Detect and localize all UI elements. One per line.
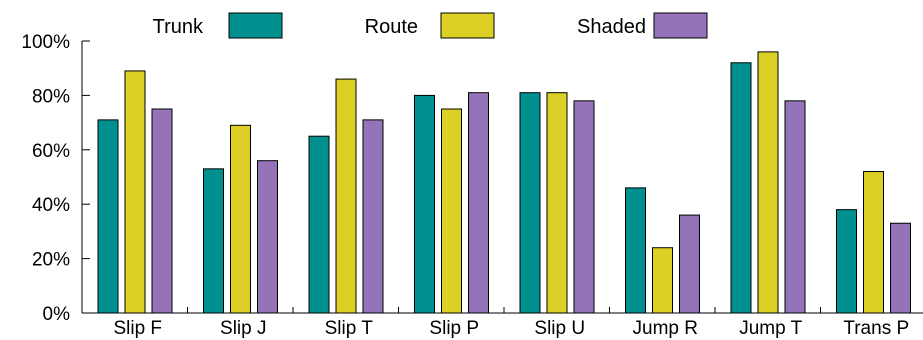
y-tick-label: 80% bbox=[32, 86, 70, 107]
bar-shaded bbox=[573, 100, 595, 314]
bar-trunk bbox=[836, 209, 857, 314]
legend: Trunk Route Shaded bbox=[153, 12, 708, 39]
bar-route bbox=[652, 247, 673, 314]
legend-label: Route bbox=[365, 16, 418, 38]
bar-shaded bbox=[257, 160, 278, 314]
legend-swatch-route bbox=[440, 12, 495, 39]
bar-shaded bbox=[890, 222, 911, 314]
bar-route bbox=[546, 92, 568, 314]
bar-route bbox=[124, 70, 146, 314]
bar-shaded bbox=[679, 214, 700, 314]
legend-swatch-shaded bbox=[653, 12, 708, 39]
legend-label: Shaded bbox=[577, 16, 646, 38]
x-tick-label: Slip J bbox=[220, 318, 266, 339]
x-tick-label: Jump R bbox=[633, 318, 698, 339]
y-tick-label: 40% bbox=[32, 195, 70, 216]
bar-route bbox=[863, 171, 884, 314]
bar-trunk bbox=[625, 187, 646, 314]
bar-trunk bbox=[414, 94, 435, 314]
bars-group bbox=[97, 51, 911, 314]
x-tick-label: Slip P bbox=[429, 318, 479, 339]
x-tick-label: Jump T bbox=[739, 318, 802, 339]
bar-route bbox=[757, 51, 779, 314]
x-tick-label: Slip T bbox=[325, 318, 374, 339]
bar-route bbox=[335, 78, 357, 314]
bar-route bbox=[230, 124, 251, 314]
bar-shaded bbox=[362, 119, 384, 314]
x-axis: Slip F Slip J Slip T Slip P Slip U Jump R Jump… bbox=[82, 307, 923, 339]
legend-swatch-trunk bbox=[228, 12, 283, 39]
bar-trunk bbox=[519, 92, 541, 314]
bar-shaded bbox=[784, 100, 806, 314]
bar-trunk bbox=[730, 62, 752, 314]
legend-label: Trunk bbox=[153, 16, 204, 38]
bar-trunk bbox=[97, 119, 119, 314]
y-tick-label: 20% bbox=[32, 250, 70, 271]
x-tick-label: Trans P bbox=[843, 318, 909, 339]
bar-route bbox=[441, 108, 462, 314]
bar-shaded bbox=[151, 108, 173, 314]
y-tick-label: 100% bbox=[21, 32, 70, 53]
bar-shaded bbox=[468, 92, 489, 314]
y-axis: 0% 20% 40% 60% 80% 100% bbox=[21, 32, 90, 325]
bar-trunk bbox=[203, 168, 224, 314]
bar-trunk bbox=[308, 135, 330, 314]
y-tick-label: 60% bbox=[32, 141, 70, 162]
x-tick-label: Slip F bbox=[113, 318, 162, 339]
y-tick-label: 0% bbox=[43, 304, 71, 325]
x-tick-label: Slip U bbox=[534, 318, 585, 339]
